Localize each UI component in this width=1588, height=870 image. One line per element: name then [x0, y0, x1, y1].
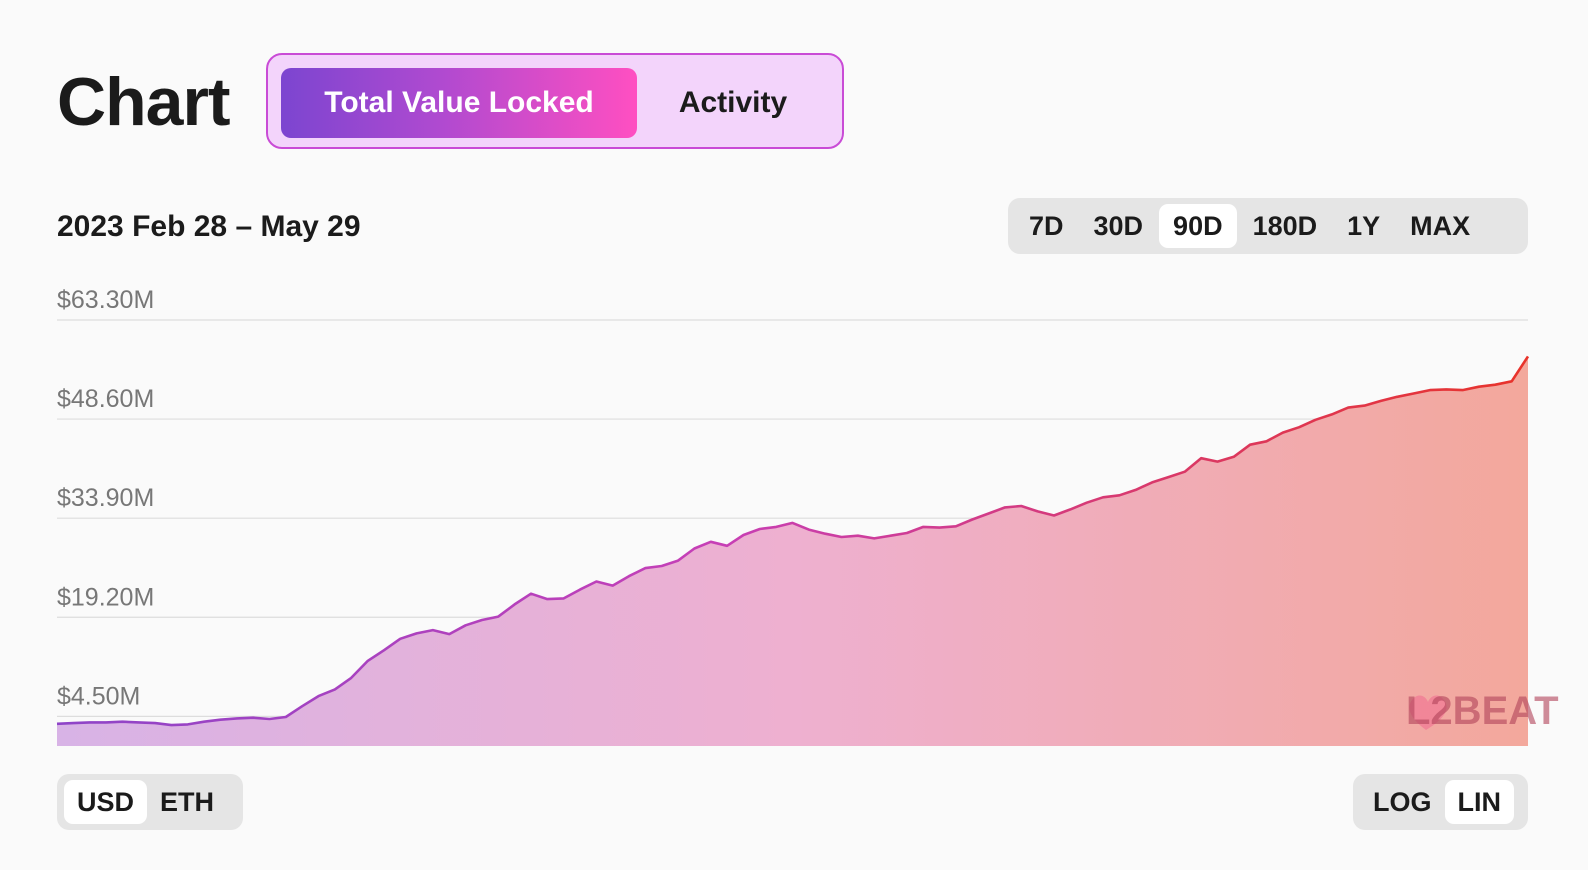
- scale-toggle: LOG LIN: [1353, 774, 1528, 830]
- page-title: Chart: [57, 64, 231, 140]
- usd-button[interactable]: USD: [64, 780, 148, 824]
- lin-scale-button[interactable]: LIN: [1444, 780, 1514, 824]
- l2beat-logo: L2BEAT: [1406, 689, 1559, 733]
- chart-type-tabs: Total Value Locked Activity: [266, 53, 844, 149]
- date-range-label: 2023 Feb 28 – May 29: [57, 210, 361, 243]
- range-30d-button[interactable]: 30D: [1093, 210, 1144, 241]
- y-tick-label: $33.90M: [57, 484, 154, 512]
- tvl-area: [57, 356, 1528, 746]
- tab-total-value-locked[interactable]: Total Value Locked: [281, 68, 637, 138]
- tvl-chart: $63.30M $48.60M $33.90M $19.20M $4.50M L2BEA…: [56, 286, 1559, 746]
- range-90d-button[interactable]: 90D: [1159, 204, 1237, 248]
- eth-button[interactable]: ETH: [160, 786, 215, 817]
- tab-activity[interactable]: Activity: [678, 86, 788, 119]
- currency-toggle: USD ETH: [57, 774, 243, 830]
- y-tick-label: $19.20M: [57, 583, 154, 611]
- tvl-series-line: [56, 355, 1530, 727]
- y-tick-label: $48.60M: [57, 385, 154, 413]
- y-tick-label: $63.30M: [57, 286, 154, 314]
- range-180d-button[interactable]: 180D: [1252, 210, 1318, 241]
- time-range-selector: 7D 30D 90D 180D 1Y MAX: [1008, 198, 1528, 254]
- watermark-text: L2BEAT: [1406, 689, 1559, 733]
- range-7d-button[interactable]: 7D: [1029, 210, 1064, 241]
- y-axis-ticks: $63.30M $48.60M $33.90M $19.20M $4.50M: [57, 286, 154, 710]
- range-1y-button[interactable]: 1Y: [1347, 210, 1381, 241]
- y-tick-label: $4.50M: [57, 682, 140, 710]
- log-scale-button[interactable]: LOG: [1373, 786, 1432, 817]
- range-max-button[interactable]: MAX: [1410, 210, 1471, 241]
